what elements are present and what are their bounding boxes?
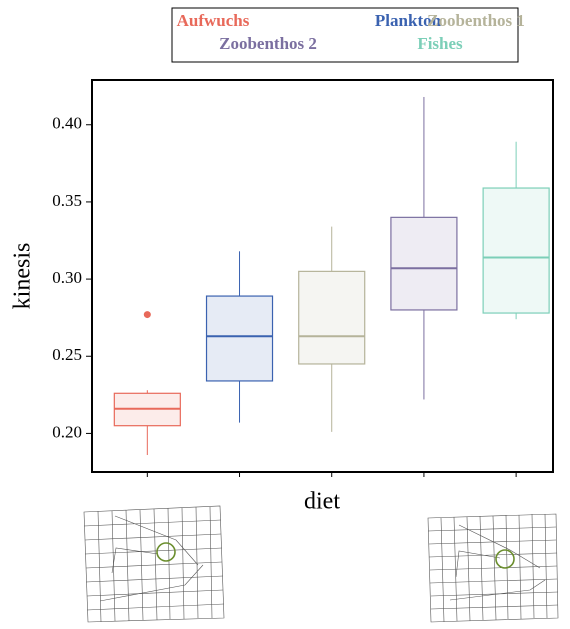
box — [390, 216, 458, 311]
legend-box — [171, 7, 519, 63]
y-axis-label: kinesis — [10, 243, 36, 310]
y-tick-label: 0.20 — [52, 422, 82, 441]
y-tick-label: 0.25 — [52, 345, 82, 364]
box — [205, 295, 274, 382]
box — [298, 270, 366, 365]
deformation-grid-right — [427, 513, 559, 623]
y-tick-label: 0.30 — [52, 268, 82, 287]
outlier — [143, 311, 151, 319]
y-tick-label: 0.35 — [52, 191, 82, 210]
box — [482, 187, 550, 314]
legend-label: Aufwuchs — [177, 11, 250, 30]
legend-label: Plankton — [375, 11, 442, 30]
legend-label: Fishes — [417, 34, 463, 53]
y-tick-label: 0.40 — [52, 114, 82, 133]
x-axis-label: diet — [304, 489, 340, 515]
plot-frame — [91, 79, 554, 473]
legend-label: Zoobenthos 2 — [219, 34, 317, 53]
legend-label: Zoobenthos 1 — [427, 11, 525, 30]
deformation-grid-left — [83, 505, 225, 623]
